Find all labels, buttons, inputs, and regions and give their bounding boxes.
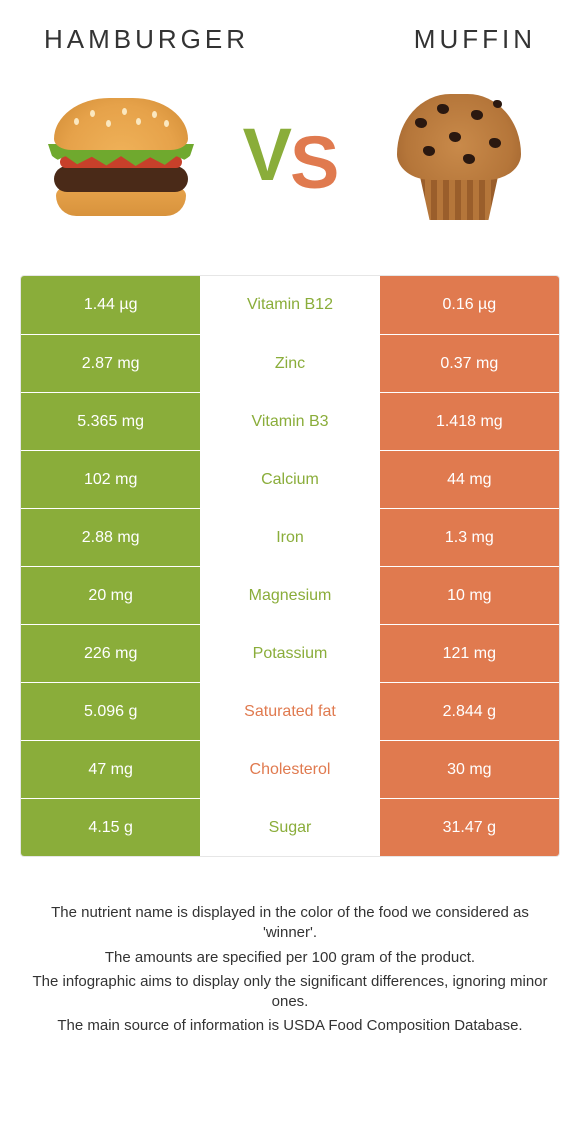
nutrient-label: Zinc (200, 335, 379, 392)
comparison-table: 1.44 µgVitamin B120.16 µg2.87 mgZinc0.37… (20, 275, 560, 857)
vs-badge: VS (243, 116, 338, 201)
table-row: 2.87 mgZinc0.37 mg (21, 334, 559, 392)
left-value: 4.15 g (21, 799, 200, 856)
nutrient-label: Vitamin B12 (200, 276, 379, 334)
left-value: 102 mg (21, 451, 200, 508)
footnote-line: The infographic aims to display only the… (32, 972, 548, 1013)
table-row: 2.88 mgIron1.3 mg (21, 508, 559, 566)
table-row: 5.096 gSaturated fat2.844 g (21, 682, 559, 740)
nutrient-label: Saturated fat (200, 683, 379, 740)
left-food-title: Hamburger (44, 24, 249, 55)
table-row: 1.44 µgVitamin B120.16 µg (21, 276, 559, 334)
right-value: 44 mg (380, 451, 559, 508)
right-value: 0.37 mg (380, 335, 559, 392)
table-row: 226 mgPotassium121 mg (21, 624, 559, 682)
footnote-line: The main source of information is USDA F… (32, 1016, 548, 1036)
nutrient-label: Vitamin B3 (200, 393, 379, 450)
left-value: 2.88 mg (21, 509, 200, 566)
footnote-line: The amounts are specified per 100 gram o… (32, 948, 548, 968)
right-value: 0.16 µg (380, 276, 559, 334)
left-value: 5.365 mg (21, 393, 200, 450)
nutrient-label: Calcium (200, 451, 379, 508)
footnote-line: The nutrient name is displayed in the co… (32, 903, 548, 944)
nutrient-label: Cholesterol (200, 741, 379, 798)
nutrient-label: Iron (200, 509, 379, 566)
footnotes: The nutrient name is displayed in the co… (20, 903, 560, 1037)
left-value: 5.096 g (21, 683, 200, 740)
nutrient-label: Potassium (200, 625, 379, 682)
infographic-container: Hamburger Muffin VS (0, 0, 580, 1061)
muffin-icon (374, 83, 544, 233)
nutrient-label: Sugar (200, 799, 379, 856)
titles-row: Hamburger Muffin (20, 24, 560, 55)
right-value: 2.844 g (380, 683, 559, 740)
left-value: 20 mg (21, 567, 200, 624)
table-row: 20 mgMagnesium10 mg (21, 566, 559, 624)
right-value: 1.3 mg (380, 509, 559, 566)
right-value: 10 mg (380, 567, 559, 624)
right-value: 121 mg (380, 625, 559, 682)
right-value: 30 mg (380, 741, 559, 798)
right-value: 1.418 mg (380, 393, 559, 450)
right-value: 31.47 g (380, 799, 559, 856)
left-value: 1.44 µg (21, 276, 200, 334)
table-row: 4.15 gSugar31.47 g (21, 798, 559, 856)
table-row: 47 mgCholesterol30 mg (21, 740, 559, 798)
hero-row: VS (20, 83, 560, 233)
vs-s: S (290, 120, 337, 205)
left-value: 47 mg (21, 741, 200, 798)
right-food-title: Muffin (414, 24, 536, 55)
table-row: 5.365 mgVitamin B31.418 mg (21, 392, 559, 450)
left-value: 2.87 mg (21, 335, 200, 392)
hamburger-icon (36, 83, 206, 233)
left-value: 226 mg (21, 625, 200, 682)
nutrient-label: Magnesium (200, 567, 379, 624)
table-row: 102 mgCalcium44 mg (21, 450, 559, 508)
vs-v: V (243, 112, 290, 197)
